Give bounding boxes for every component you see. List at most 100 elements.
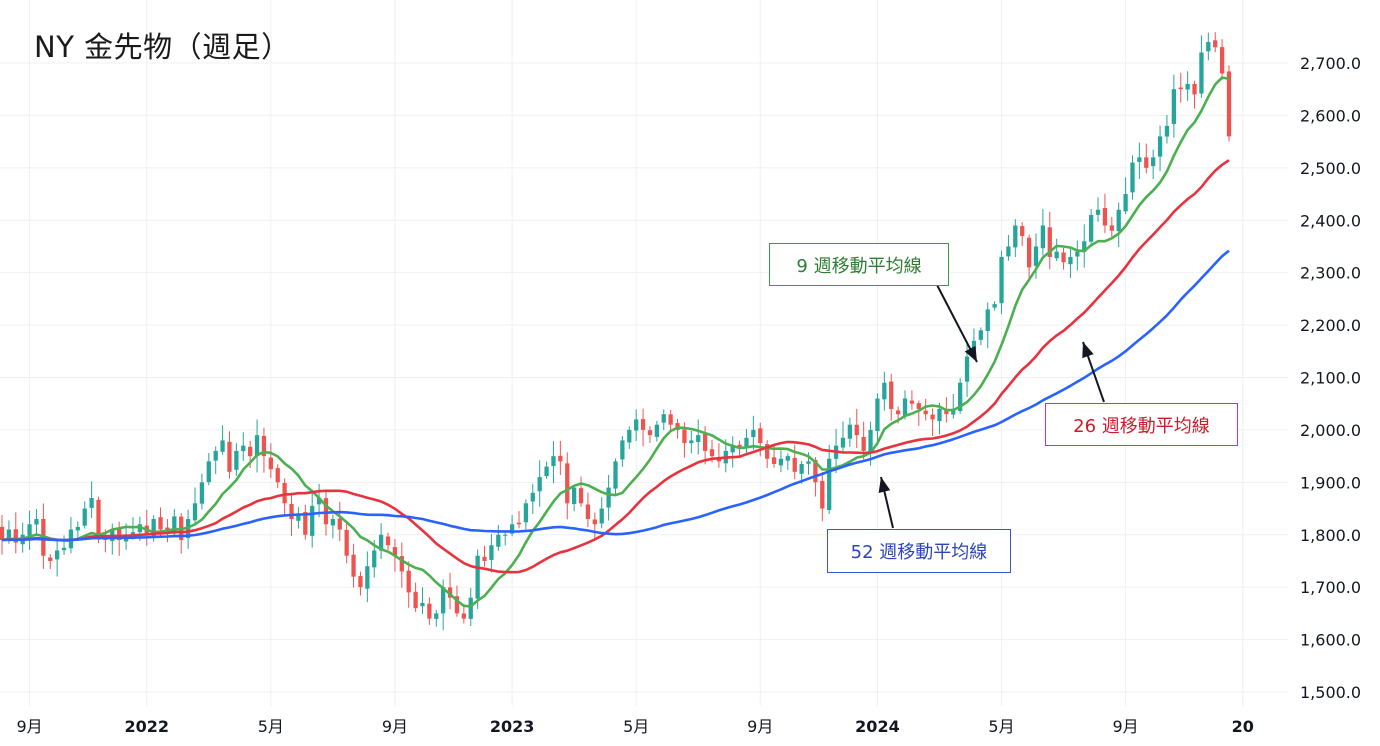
candle-body	[296, 513, 301, 521]
x-tick-label: 5月	[623, 717, 649, 736]
candle-body	[937, 408, 942, 422]
y-tick-label: 1,800.0	[1300, 526, 1361, 545]
candle-body	[192, 503, 198, 521]
candle-body	[1157, 136, 1163, 157]
candle-body	[785, 456, 790, 461]
candle-body	[895, 410, 901, 415]
candle-body	[289, 503, 294, 520]
x-tick-label: 5月	[988, 717, 1014, 736]
candle-body	[1020, 226, 1025, 236]
candle-body	[992, 304, 997, 308]
candle-body	[709, 449, 715, 457]
candle-body	[847, 424, 853, 439]
candle-body	[585, 504, 591, 520]
candle-body	[599, 508, 604, 524]
candle-body	[682, 429, 687, 444]
candle-body	[461, 613, 466, 619]
candle-body	[1123, 194, 1128, 212]
chart-title: NY 金先物（週足）	[34, 30, 291, 64]
candle-body	[661, 414, 666, 423]
candle-body	[1075, 251, 1080, 257]
candle-body	[310, 505, 315, 536]
candle-body	[275, 468, 280, 483]
candle-body	[441, 587, 446, 614]
candle-body	[668, 414, 673, 425]
x-axis: 9月 2022 5月 9月 2023 5月 9月 2024 5月 9月 20	[16, 717, 1253, 736]
candle-body	[1199, 52, 1204, 94]
candle-body	[758, 428, 763, 444]
candle-body	[392, 547, 398, 556]
ma9-arrow-head	[964, 345, 977, 362]
candle-body	[268, 457, 273, 470]
candle-body	[220, 440, 225, 452]
candle-body	[771, 457, 777, 464]
candle-body	[778, 458, 784, 466]
candle-body	[323, 498, 329, 525]
ma26-arrow-head	[1082, 342, 1094, 359]
candle-body	[61, 547, 67, 551]
candle-body	[372, 550, 377, 568]
candle-body	[96, 499, 101, 535]
candle-body	[730, 445, 735, 453]
candle-body	[482, 556, 487, 561]
candle-body	[206, 461, 211, 483]
candle-body	[1013, 225, 1018, 248]
ma26-label: 26 週移動平均線	[1045, 403, 1238, 446]
moving-average-lines	[1, 76, 1230, 608]
candle-body	[985, 309, 990, 332]
candle-body	[0, 526, 5, 540]
candle-body	[820, 480, 825, 509]
candle-body	[34, 519, 39, 525]
candle-body	[1130, 162, 1135, 193]
candle-body	[696, 435, 701, 442]
candle-body	[151, 519, 156, 537]
candle-body	[489, 545, 494, 560]
candle-body	[1109, 225, 1114, 231]
candle-body	[551, 456, 556, 467]
candle-body	[213, 450, 218, 461]
x-tick-label: 2023	[490, 717, 535, 736]
candle-body	[227, 441, 232, 472]
candle-body	[385, 536, 391, 546]
candle-body	[1033, 246, 1039, 266]
x-tick-label: 9月	[1113, 717, 1139, 736]
y-tick-label: 1,600.0	[1300, 631, 1361, 650]
candle-body	[744, 437, 749, 448]
x-tick-label: 2024	[855, 717, 900, 736]
candle-body	[1082, 241, 1087, 252]
candle-body	[840, 437, 846, 448]
candle-body	[406, 570, 411, 593]
y-tick-label: 1,700.0	[1300, 578, 1361, 597]
candle-body	[620, 440, 625, 460]
x-tick-label: 9月	[382, 717, 408, 736]
candle-body	[413, 591, 418, 609]
x-tick-label: 2022	[124, 717, 169, 736]
candle-body	[1116, 209, 1121, 232]
y-tick-label: 2,400.0	[1300, 211, 1361, 230]
y-tick-label: 2,300.0	[1300, 264, 1361, 283]
candle-body	[544, 466, 549, 477]
candle-body	[861, 436, 866, 451]
candle-body	[958, 382, 963, 412]
candle-body	[530, 492, 535, 502]
candle-body	[909, 400, 915, 404]
candle-body	[420, 602, 425, 607]
candle-body	[944, 409, 949, 415]
candle-body	[799, 463, 804, 474]
candle-body	[1061, 252, 1066, 263]
x-tick-label: 9月	[16, 717, 42, 736]
candle-body	[468, 597, 473, 619]
candle-body	[6, 529, 12, 541]
candle-body	[964, 356, 970, 382]
candle-body	[55, 550, 60, 560]
candle-body	[27, 524, 32, 536]
candle-body	[572, 487, 577, 505]
candle-body	[1226, 71, 1232, 137]
candle-body	[254, 435, 260, 456]
candle-body	[923, 410, 928, 415]
candle-body	[1151, 157, 1156, 167]
candle-body	[337, 518, 342, 530]
candle-body	[241, 445, 246, 452]
candle-body	[827, 458, 832, 511]
